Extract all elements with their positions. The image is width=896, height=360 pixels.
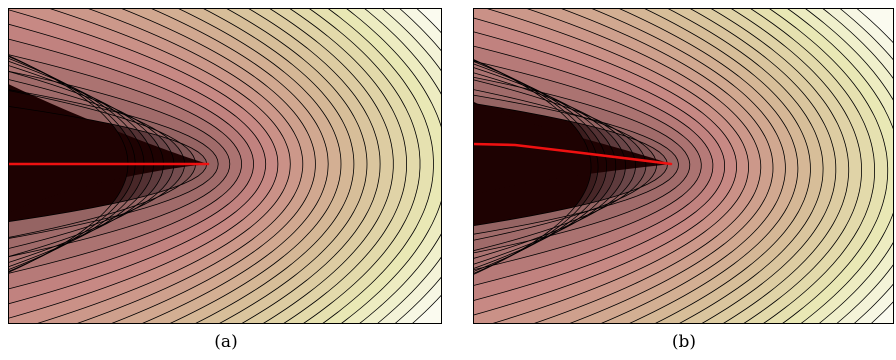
contour-line: [786, 8, 894, 324]
contour-line: [321, 8, 434, 324]
contour-line: [140, 8, 329, 324]
contour-line: [8, 64, 164, 264]
contour-plot-b-svg: [473, 8, 894, 324]
contour-line: [8, 38, 255, 290]
contour-line: [473, 76, 691, 254]
contour-line: [473, 58, 592, 276]
contour-line: [473, 72, 636, 260]
contour-line: [8, 60, 154, 268]
contour-line: [473, 60, 608, 273]
contour-line: [666, 8, 824, 324]
contour-line: [8, 89, 219, 239]
contour-line: [261, 8, 394, 324]
contour-line: [282, 8, 407, 324]
contour-plot-a-svg: [8, 8, 442, 324]
contour-line: [688, 8, 837, 324]
contour-line: [558, 8, 774, 324]
contour-line: [617, 8, 799, 324]
contour-line: [8, 105, 208, 223]
contour-line: [473, 102, 668, 227]
crack-wake: [473, 101, 671, 196]
contour-line: [473, 45, 714, 287]
contour-band: [839, 8, 894, 324]
plot-frame: [473, 8, 894, 324]
contour-line: [8, 70, 231, 258]
plot-frame: [8, 8, 442, 324]
contour-line: [109, 8, 316, 324]
contour-line: [376, 8, 442, 324]
contour-plot-b: [473, 8, 894, 324]
contour-line: [167, 8, 342, 324]
contour-line: [473, 17, 738, 316]
contour-line: [217, 8, 368, 324]
contour-line: [473, 59, 599, 275]
contour-line: [358, 8, 442, 324]
contour-band: [768, 8, 894, 324]
contour-line: [524, 8, 762, 324]
contour-line: [473, 89, 658, 241]
contour-line: [729, 8, 862, 324]
contour-line: [767, 8, 889, 324]
contour-band: [394, 8, 442, 324]
contour-line: [193, 8, 355, 324]
contour-line: [473, 31, 725, 302]
contour-bands: [8, 8, 442, 324]
contour-line: [473, 63, 617, 270]
contour-line: [642, 8, 811, 324]
contour-line: [804, 8, 894, 324]
contour-line: [340, 8, 442, 324]
contour-line: [393, 8, 442, 324]
contour-line: [8, 90, 197, 238]
contour-line: [8, 54, 129, 274]
contour-line: [473, 94, 679, 235]
contour-band: [322, 8, 442, 324]
contour-line: [473, 66, 626, 265]
contour-plot-a: [8, 8, 442, 324]
contour-line: [473, 79, 647, 252]
contour-line: [838, 8, 894, 324]
contour-line: [473, 60, 702, 271]
contour-line: [483, 8, 750, 324]
contour-line: [301, 8, 421, 324]
contour-bands: [473, 8, 894, 324]
contour-line: [74, 8, 304, 324]
contour-line: [34, 8, 291, 324]
caption-a: (a): [214, 332, 238, 352]
crack-wake: [8, 83, 208, 214]
contour-line: [749, 8, 875, 324]
contour-line: [8, 57, 145, 271]
contour-line: [8, 55, 136, 273]
contour-line: [8, 23, 267, 305]
contour-line: [709, 8, 850, 324]
contour-line: [821, 8, 894, 324]
contour-line: [8, 70, 175, 258]
contour-line: [8, 78, 186, 250]
caption-b: (b): [671, 332, 697, 352]
contour-line: [8, 54, 243, 274]
contour-line: [589, 8, 786, 324]
contour-line: [240, 8, 381, 324]
contour-line: [8, 9, 279, 319]
crack-path: [473, 142, 673, 166]
